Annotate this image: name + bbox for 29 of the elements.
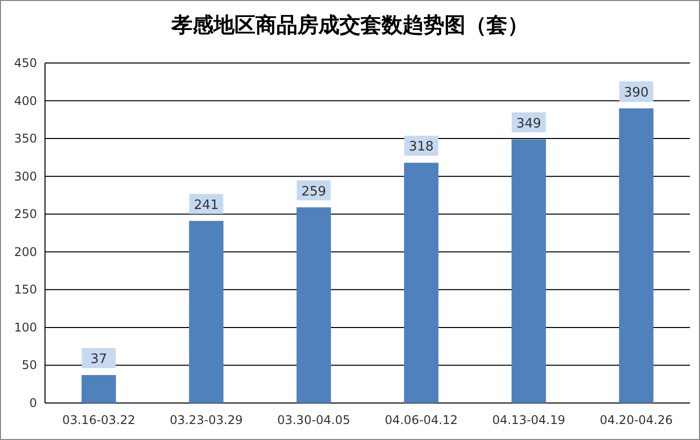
bar bbox=[512, 139, 546, 403]
data-label: 259 bbox=[301, 184, 326, 200]
x-tick-label: 04.13-04.19 bbox=[492, 413, 566, 427]
bar bbox=[189, 220, 224, 403]
x-tick-label: 04.20-04.26 bbox=[600, 413, 673, 427]
y-tick-label: 300 bbox=[14, 169, 37, 184]
y-tick-label: 450 bbox=[14, 56, 37, 70]
chart-title: 孝感地区商品房成交套数趋势图（套） bbox=[170, 13, 528, 37]
data-label: 390 bbox=[624, 85, 649, 100]
data-label: 241 bbox=[194, 198, 219, 213]
bar bbox=[296, 207, 331, 403]
x-tick-label: 03.16-03.22 bbox=[62, 413, 136, 427]
data-label: 37 bbox=[90, 352, 108, 368]
x-tick-label: 03.30-04.05 bbox=[277, 413, 350, 427]
y-tick-label: 50 bbox=[22, 358, 37, 372]
data-label: 318 bbox=[408, 140, 434, 155]
y-tick-label: 200 bbox=[14, 244, 37, 259]
data-label: 349 bbox=[516, 116, 542, 132]
bar bbox=[82, 375, 116, 403]
y-tick-label: 150 bbox=[14, 282, 37, 297]
y-tick-label: 0 bbox=[29, 396, 37, 410]
bar bbox=[619, 108, 654, 403]
bar bbox=[404, 162, 438, 403]
y-tick-label: 400 bbox=[14, 94, 37, 108]
x-tick-label: 04.06-04.12 bbox=[384, 413, 458, 427]
y-tick-label: 250 bbox=[14, 207, 37, 222]
y-tick-label: 350 bbox=[14, 132, 37, 146]
x-tick-label: 03.23-03.29 bbox=[170, 413, 243, 427]
y-tick-label: 100 bbox=[14, 320, 37, 334]
